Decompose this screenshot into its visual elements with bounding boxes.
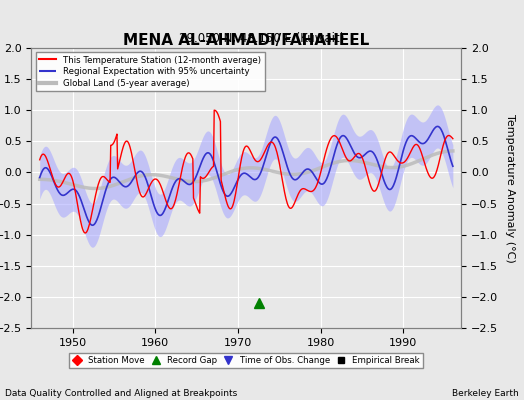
Text: 29.050 N, 48.150 E (Kuwait): 29.050 N, 48.150 E (Kuwait): [179, 32, 345, 45]
Text: Data Quality Controlled and Aligned at Breakpoints: Data Quality Controlled and Aligned at B…: [5, 389, 237, 398]
Y-axis label: Temperature Anomaly (°C): Temperature Anomaly (°C): [505, 114, 515, 262]
Legend: Station Move, Record Gap, Time of Obs. Change, Empirical Break: Station Move, Record Gap, Time of Obs. C…: [69, 353, 423, 368]
Text: Berkeley Earth: Berkeley Earth: [452, 389, 519, 398]
Title: MENA AL-AHMADI/FAHAHEEL: MENA AL-AHMADI/FAHAHEEL: [123, 33, 369, 48]
